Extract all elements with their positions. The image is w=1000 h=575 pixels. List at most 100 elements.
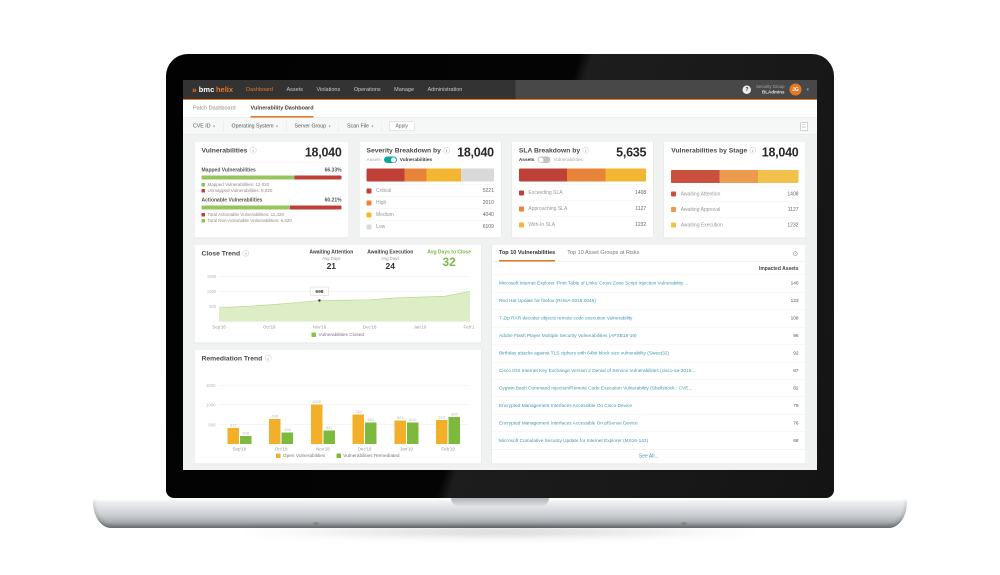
bar-open-vulnerabilities: [227, 427, 239, 444]
toggle-knob: [538, 157, 544, 163]
svg-text:698: 698: [315, 289, 323, 295]
bar-open-vulnerabilities: [394, 420, 406, 444]
toggle-label-assets[interactable]: Assets: [518, 157, 535, 163]
stage-total: 18,040: [761, 145, 799, 160]
bar-vulnerabilities-remediated: [323, 430, 335, 444]
toggle-label-assets[interactable]: Assets: [366, 157, 381, 163]
x-axis-label: Sep'18: [232, 446, 247, 452]
bmc-logo-icon: »: [192, 84, 197, 95]
row-label: Awaiting Attention: [680, 191, 721, 197]
kpi-row: Vulnerabilities 18,040 Mapped Vulnerabil…: [194, 141, 807, 238]
card-title: Severity Breakdown by: [367, 147, 450, 154]
chevron-down-icon[interactable]: ▾: [806, 86, 809, 93]
distribution-row-with-in-sla: With-In SLA 1232: [518, 216, 647, 233]
vulnerability-link[interactable]: Cisco IOS Internet Key Exchange Version …: [499, 367, 696, 374]
row-value: 5221: [482, 188, 494, 194]
legend-swatch: [518, 206, 524, 212]
tab-top-10-vulnerabilities[interactable]: Top 10 Vulnerabilities: [499, 250, 556, 262]
filter-server-group[interactable]: Server Group: [287, 121, 340, 132]
export-report-icon[interactable]: [800, 121, 808, 131]
tab-vulnerability-dashboard[interactable]: Vulnerability Dashboard: [250, 100, 314, 118]
impacted-assets-value: 79: [793, 402, 799, 409]
impacted-assets-value: 96: [793, 333, 799, 339]
vulnerability-link[interactable]: Red Hat Update for firefox (RHSA-2015:00…: [499, 298, 596, 304]
info-icon[interactable]: [443, 147, 450, 154]
nav-item-assets[interactable]: Assets: [286, 86, 303, 93]
vulnerability-link[interactable]: Adobe Flash Player Multiple Security Vul…: [499, 333, 637, 339]
bar-group-nov-18: 1005 347 Nov'18: [310, 399, 335, 452]
svg-text:1000: 1000: [207, 289, 217, 294]
x-axis-label: Oct'18: [274, 446, 288, 452]
vulnerability-link[interactable]: Microsoft Cumulative Security Update for…: [499, 437, 649, 444]
toggle-switch[interactable]: [537, 156, 551, 163]
row-value: 6109: [482, 224, 494, 230]
gear-icon[interactable]: ⚙: [792, 249, 799, 258]
bar-open-vulnerabilities: [310, 404, 323, 444]
remediation-chart: 500 1000 1500 411 208 Sep'18 639 298 Oct'18 1005…: [202, 364, 475, 459]
tab-top-10-asset-groups-at-risks[interactable]: Top 10 Asset Groups at Risks: [567, 249, 640, 256]
table-row: Adobe Flash Player Multiple Security Vul…: [492, 326, 806, 344]
svg-text:Sep'18: Sep'18: [212, 324, 226, 329]
bar-segment-with-in-sla: [605, 168, 647, 182]
vulnerability-link[interactable]: 7-Zip RAR decoder objects remote code ex…: [499, 315, 633, 322]
row-value: 2010: [482, 200, 494, 206]
svg-text:500: 500: [209, 304, 217, 309]
avatar[interactable]: JG: [789, 83, 802, 96]
legend-swatch: [671, 207, 677, 212]
tab-patch-dashboard[interactable]: Patch Dashboard: [193, 105, 236, 111]
vulnerability-link[interactable]: Encrypted Management Interfaces Accessib…: [499, 402, 633, 409]
top10-card: Top 10 Vulnerabilities Top 10 Asset Group…: [491, 244, 806, 464]
vulnerability-link[interactable]: Birthday attacks against TLS ciphers wit…: [499, 350, 669, 357]
top10-body: Microsoft Internet Explorer 'Print Table…: [492, 274, 806, 450]
info-icon[interactable]: [242, 250, 250, 257]
x-axis-label: Dec'18: [357, 446, 372, 452]
info-icon[interactable]: [264, 355, 272, 362]
toggle-label-vulnerabilities[interactable]: Vulnerabilities: [553, 157, 583, 163]
distribution-row-exceeding-sla: Exceeding SLA 1408: [518, 184, 647, 201]
filter-cve-id[interactable]: CVE ID: [192, 121, 224, 132]
vulnerability-link[interactable]: Microsoft Internet Explorer 'Print Table…: [499, 280, 689, 287]
section-percent: 66.33%: [324, 167, 342, 174]
info-icon[interactable]: [249, 147, 257, 154]
apply-button[interactable]: Apply: [388, 121, 415, 131]
nav-item-manage[interactable]: Manage: [394, 86, 415, 93]
legend-swatch: [336, 453, 341, 458]
see-all-link[interactable]: See All...: [492, 449, 806, 464]
bar-value-label: 298: [284, 427, 291, 432]
stat-awaiting-execution: Awaiting Execution Avg Days 24: [367, 249, 414, 272]
bar-value-label: 748: [355, 409, 362, 415]
close-trend-header: Close Trend Awaiting Attention Avg Days …: [202, 250, 475, 272]
toggle-label-vulnerabilities[interactable]: Vulnerabilities: [399, 157, 433, 163]
bar-value-label: 601: [396, 415, 404, 420]
impacted-assets-value: 76: [793, 420, 799, 426]
nav-item-violations[interactable]: Violations: [316, 86, 341, 93]
progress-bar: [201, 175, 342, 180]
help-icon[interactable]: ?: [742, 85, 752, 94]
info-icon[interactable]: [749, 147, 757, 154]
svg-text:Dec'18: Dec'18: [363, 324, 377, 329]
severity-rows: Critical 5221 High 2010 Medium 4040 Low 6109: [366, 184, 494, 233]
vulnerability-link[interactable]: Cygwin Bash Command Injection/Remote Cod…: [499, 385, 693, 391]
info-icon[interactable]: [582, 147, 590, 154]
card-title: Vulnerabilities: [202, 147, 257, 154]
logo-text-helix: helix: [215, 85, 234, 94]
bar-value-label: 1005: [312, 399, 322, 404]
legend-item: Total Non-Actionable Vulnerabilities: 6,…: [201, 218, 342, 223]
toggle-switch[interactable]: [383, 156, 397, 163]
distribution-row-awaiting-attention: Awaiting Attention 1408: [671, 186, 799, 202]
nav-item-operations[interactable]: Operations: [353, 86, 381, 93]
legend-item: Mapped Vulnerabilities: 12,020: [201, 182, 342, 187]
progress-bar: [201, 205, 342, 210]
row-value: 1127: [635, 206, 647, 212]
table-row: Microsoft Internet Explorer 'Print Table…: [492, 274, 806, 292]
card-title: Vulnerabilities by Stage: [671, 147, 757, 154]
filter-scan-file[interactable]: Scan File: [339, 121, 382, 132]
nav-item-administration[interactable]: Administration: [427, 86, 463, 93]
section-percent: 60.21%: [324, 197, 342, 204]
vulnerability-link[interactable]: Encrypted Management Interfaces Accessib…: [499, 420, 638, 426]
nav-item-dashboard[interactable]: Dashboard: [246, 86, 273, 93]
distribution-row-awaiting-execution: Awaiting Execution 1232: [671, 217, 799, 233]
filter-operating-system[interactable]: Operating System: [224, 121, 287, 132]
bar-value-label: 347: [325, 425, 333, 430]
close-trend-card: Close Trend Awaiting Attention Avg Days …: [194, 244, 482, 343]
